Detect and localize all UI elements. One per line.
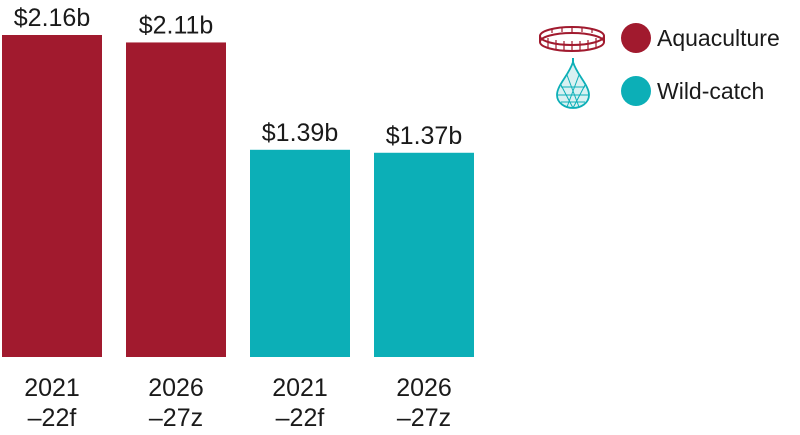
bar-aquaculture-1 bbox=[126, 42, 226, 357]
x-tick-labels-group: 2021 –22f 2026 –27z 2021 –22f 2026 –27z bbox=[24, 374, 452, 432]
x-tick-label: 2021 –22f bbox=[24, 374, 80, 432]
value-label: $2.11b bbox=[139, 11, 214, 39]
x-tick-label: 2026 –27z bbox=[396, 374, 452, 432]
x-tick-label: 2021 –22f bbox=[272, 374, 328, 432]
fishing-net-icon bbox=[556, 58, 590, 109]
value-labels-group: $2.16b $2.11b $1.39b $1.37b bbox=[14, 4, 462, 150]
bars-group bbox=[2, 35, 474, 357]
legend-swatch-aquaculture bbox=[621, 23, 651, 53]
value-label: $2.16b bbox=[14, 4, 90, 32]
x-tick-label: 2026 –27z bbox=[148, 374, 204, 432]
legend-label-aquaculture: Aquaculture bbox=[657, 25, 780, 51]
bar-wild-catch-3 bbox=[374, 152, 474, 357]
value-label: $1.39b bbox=[262, 119, 338, 147]
bar-aquaculture-0 bbox=[2, 35, 102, 357]
legend-label-wild-catch: Wild-catch bbox=[657, 78, 764, 104]
legend: Aquaculture Wild-catch bbox=[539, 23, 780, 109]
legend-swatch-wild-catch bbox=[621, 76, 651, 106]
value-label: $1.37b bbox=[386, 122, 462, 150]
bar-wild-catch-2 bbox=[250, 149, 350, 357]
fish-pen-icon bbox=[539, 26, 605, 52]
